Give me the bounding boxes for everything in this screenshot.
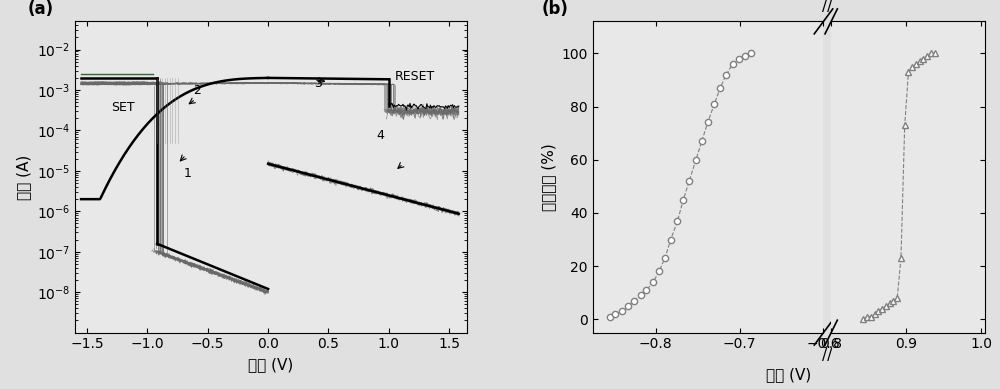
Text: 电压 (V): 电压 (V) [766,368,812,383]
Text: 2: 2 [193,84,201,97]
X-axis label: 电压 (V): 电压 (V) [248,357,294,372]
Text: 3: 3 [314,77,322,90]
Y-axis label: 累积概率 (%): 累积概率 (%) [541,143,556,211]
Text: //: // [822,348,832,363]
Y-axis label: 电流 (A): 电流 (A) [16,154,31,200]
Text: 1: 1 [184,167,191,180]
Text: (a): (a) [28,0,54,18]
Text: //: // [822,0,832,14]
Text: SET: SET [111,101,135,114]
Text: (b): (b) [542,0,569,18]
Text: RESET: RESET [395,70,435,83]
Text: 4: 4 [377,130,385,142]
